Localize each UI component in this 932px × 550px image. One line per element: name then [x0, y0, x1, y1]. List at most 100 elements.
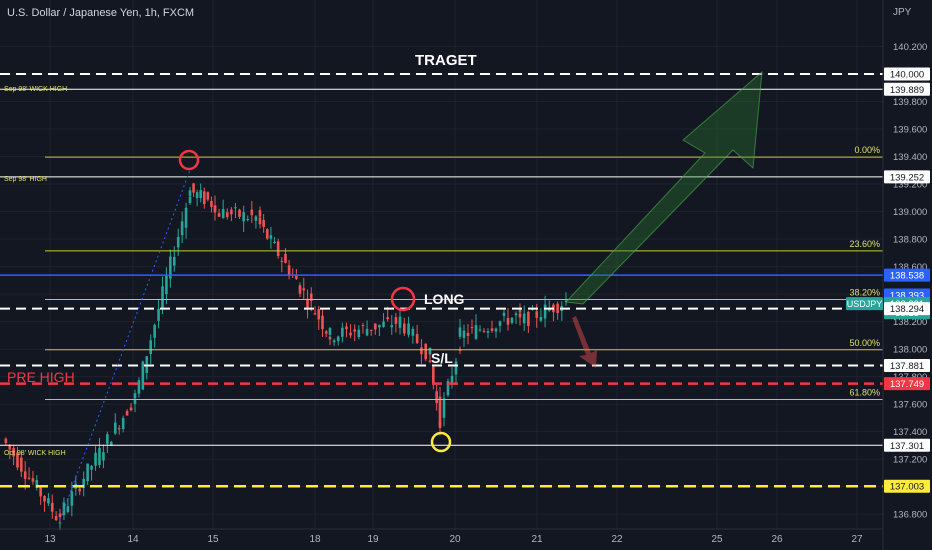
candle-body [518, 313, 522, 318]
candle-body [184, 207, 188, 228]
price-tick-label: 138.800 [893, 235, 927, 246]
candle-body [110, 441, 113, 446]
price-axis[interactable]: 140.200 140.000 139.800 139.600 139.400 139.2… [846, 0, 930, 550]
candle-body [295, 274, 298, 279]
candle-body [386, 317, 389, 320]
yellow-support-tag [884, 479, 930, 493]
long-circle [390, 286, 416, 312]
time-axis[interactable]: 13 14 15 18 19 20 21 22 25 26 27 [0, 528, 883, 545]
long-entry-tag-label: 138.294 [890, 304, 924, 315]
candle-body [522, 313, 526, 324]
price-tick-label: 139.000 [893, 207, 927, 218]
candle-body [66, 506, 70, 512]
candle-body [280, 260, 284, 262]
levels: 0.00% 23.60% 38.20% 50.00% 61.80% [0, 73, 883, 488]
price-tick-label: 140.200 [893, 42, 927, 53]
candle-body [250, 209, 254, 216]
candle-body [424, 343, 428, 360]
oct98-wick-high-tag-label: 137.301 [890, 441, 924, 452]
candle-body [317, 309, 321, 320]
candle-body [125, 410, 129, 416]
time-tick-label: 26 [771, 534, 783, 545]
candle-body [225, 212, 229, 218]
trend-dotted-line [59, 169, 191, 521]
price-tick-label: 138.000 [893, 345, 927, 356]
candle-body [238, 209, 241, 217]
price-tick-label: 136.800 [893, 510, 927, 521]
candle-body [365, 328, 369, 336]
yellow-support-tag-label: 137.003 [890, 482, 924, 493]
candle-body [50, 502, 54, 512]
blue-line-tag [884, 268, 930, 282]
candle-body [176, 236, 180, 248]
candle-body [121, 418, 125, 430]
candle-body [287, 265, 291, 276]
candle-body [258, 210, 262, 217]
candle-body [137, 380, 141, 394]
long-entry-tag [884, 302, 930, 316]
price-tick-label: 138.600 [893, 262, 927, 273]
sl-tag [884, 358, 930, 372]
drawings: TRAGET LONG S/L PRE HIGH Sep 98' WICK HIGH Se… [4, 52, 763, 521]
sep98-wick-high-label: Sep 98' WICK HIGH [4, 86, 67, 93]
candle-body [535, 311, 539, 318]
candle-body [31, 478, 35, 482]
candle-body [539, 316, 543, 321]
candle-body [161, 286, 164, 310]
candle-body [458, 349, 462, 351]
candle-body [486, 331, 490, 333]
blue-line-tag-label: 138.538 [890, 271, 924, 282]
pre-high-tag-label: 137.749 [890, 379, 924, 390]
candle-high-tag-label: 138.393 [890, 291, 924, 302]
candle-body [462, 330, 466, 338]
price-tick-label: 137.400 [893, 427, 927, 438]
chart-title: U.S. Dollar / Japanese Yen, 1h, FXCM [7, 7, 195, 19]
time-tick-label: 22 [611, 534, 623, 545]
candle-body [490, 328, 494, 331]
price-tick-label: 137.200 [893, 455, 927, 466]
candle-body [258, 217, 262, 225]
candle-body [428, 360, 432, 362]
candle-body [494, 328, 498, 332]
candle-body [556, 303, 559, 313]
candle-body [20, 457, 23, 472]
candle-body [361, 325, 365, 327]
candle-body [199, 190, 203, 199]
price-tick-label: 139.800 [893, 97, 927, 108]
candle-body [470, 327, 474, 329]
candle-body [336, 336, 340, 341]
candle-body [70, 491, 74, 506]
sl-label: S/L [431, 350, 453, 366]
candle-body [23, 471, 27, 479]
candle-body [254, 216, 258, 221]
candle-body [390, 325, 394, 328]
candle-body [402, 323, 406, 334]
price-tick-label: 139.600 [893, 125, 927, 136]
candle-body [58, 513, 62, 518]
candle-body [188, 190, 192, 196]
sep98-high-label: Sep 98' HIGH [4, 176, 47, 183]
candle-body [202, 191, 206, 205]
candle-body [332, 340, 336, 343]
sep98-wick-high-tag-label: 139.889 [890, 85, 924, 96]
candle-body [265, 229, 269, 239]
candle-body [394, 317, 398, 324]
candle-body [94, 452, 97, 466]
candle-body [432, 366, 435, 384]
candle-body [157, 308, 160, 321]
target-tag-label: 140.000 [890, 70, 924, 81]
candle-body [353, 329, 357, 332]
candle-body [435, 391, 438, 404]
sep98-wick-high-tag [884, 82, 930, 96]
candle-body [502, 312, 506, 316]
time-tick-label: 20 [449, 534, 461, 545]
candle-body [324, 331, 328, 334]
candle-body [373, 323, 377, 330]
candle-body [498, 321, 502, 326]
time-tick-label: 27 [851, 534, 863, 545]
candle-body [141, 361, 145, 390]
candle-body [273, 241, 276, 244]
price-tick-label: 137.600 [893, 400, 927, 411]
candle-body [242, 212, 245, 222]
